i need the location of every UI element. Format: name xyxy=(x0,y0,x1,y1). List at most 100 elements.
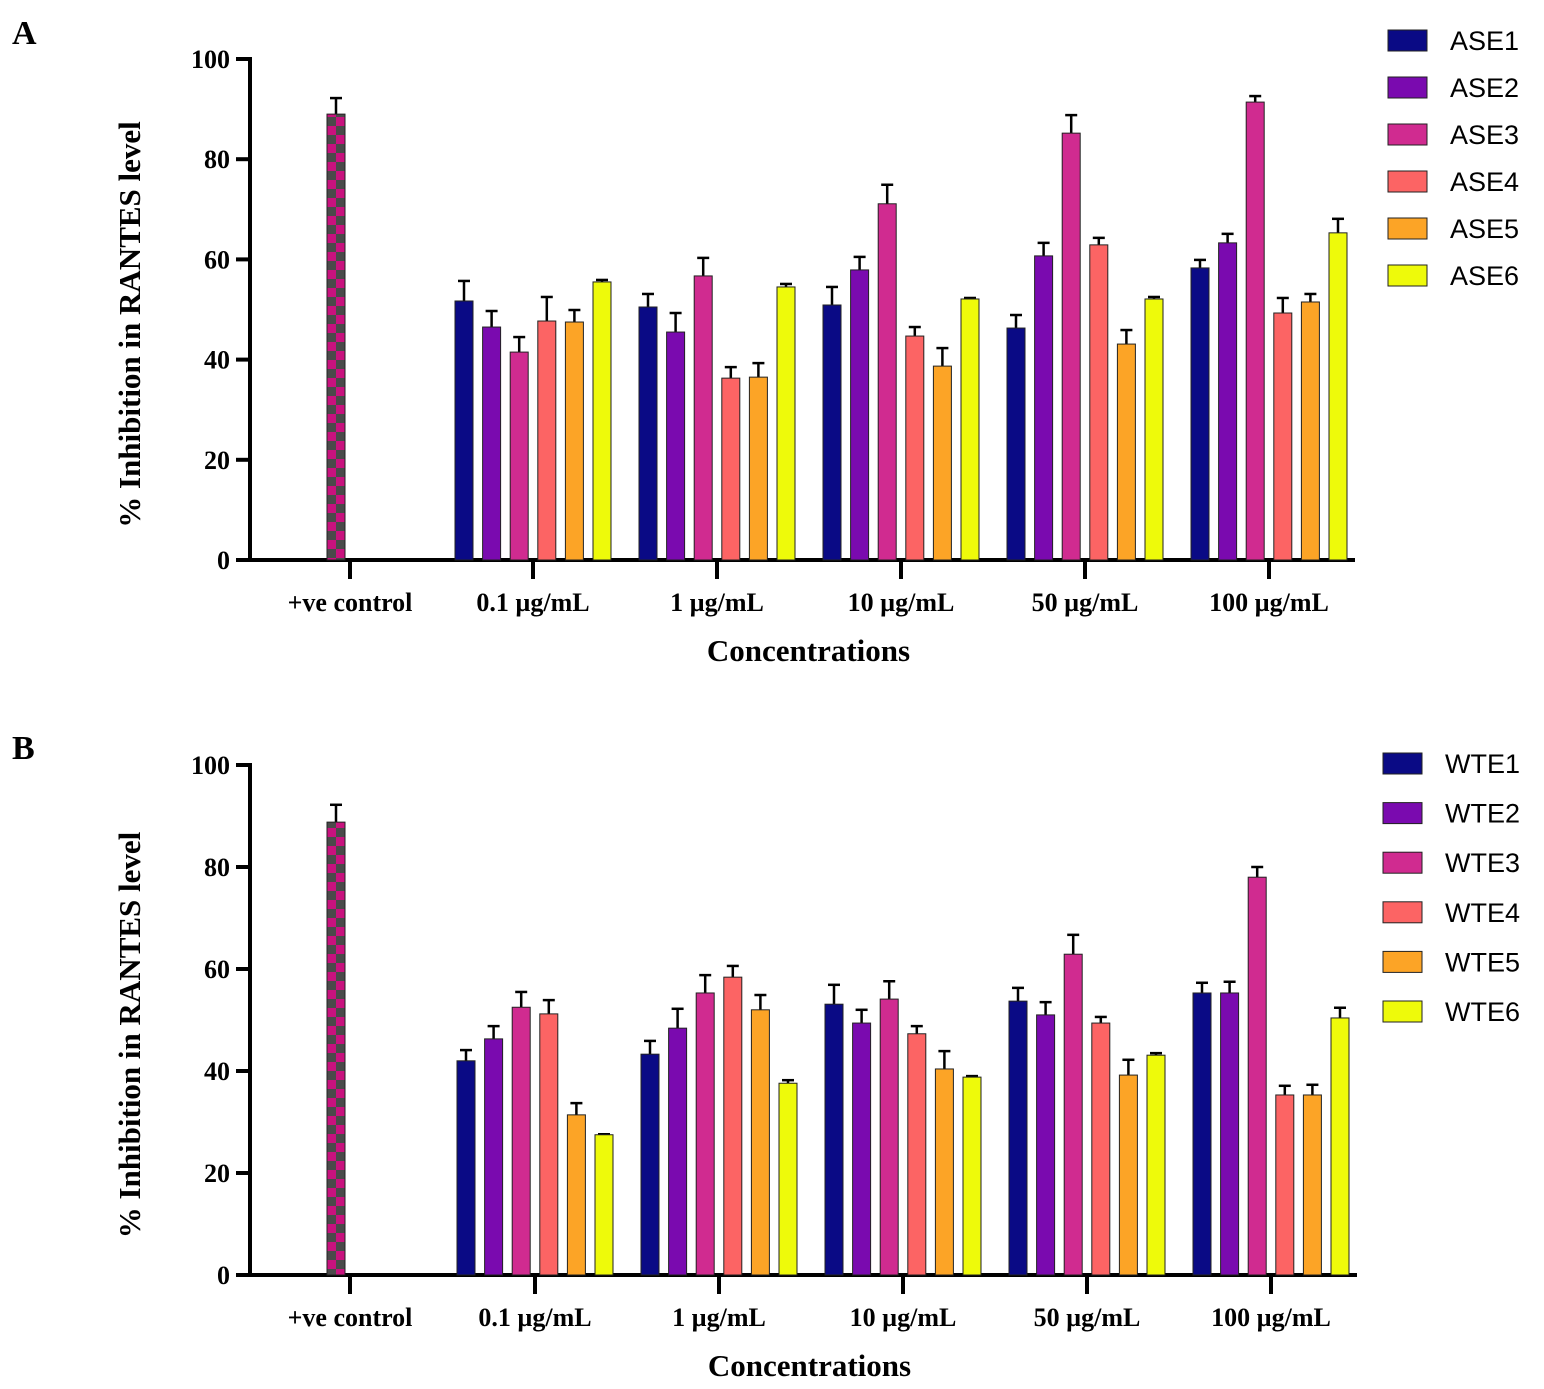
legend-swatch-ase5 xyxy=(1387,217,1428,240)
bar-ase2 xyxy=(482,326,502,561)
bar-wte1 xyxy=(824,1003,844,1276)
x-tick-label: 1 µg/mL xyxy=(670,588,764,617)
bar-ase4 xyxy=(1089,244,1109,561)
bar-ase4 xyxy=(721,377,741,561)
legend-swatch-ase3 xyxy=(1387,123,1428,146)
bar-ase5 xyxy=(932,365,952,561)
legend-label-ase5: ASE5 xyxy=(1450,214,1519,244)
control-bar xyxy=(326,113,346,561)
bar-wte2 xyxy=(668,1027,688,1276)
x-axis-title: Concentrations xyxy=(707,633,910,668)
panel-a: A 0 20 40 60 80 100 % Inhibition in RANTES leve… xyxy=(12,15,1519,668)
bar-wte6 xyxy=(1330,1017,1350,1276)
panel-label: B xyxy=(12,730,35,767)
y-tick-label: 60 xyxy=(204,245,230,274)
x-tick-label: 100 µg/mL xyxy=(1209,588,1329,617)
legend-label-ase3: ASE3 xyxy=(1450,120,1519,150)
bar-ase1 xyxy=(1006,327,1026,561)
y-tick-label: 20 xyxy=(204,1159,230,1188)
legend-swatch-wte3 xyxy=(1382,851,1423,874)
bar-wte1 xyxy=(456,1060,476,1276)
y-tick-label: 0 xyxy=(217,1261,230,1290)
y-tick-label: 100 xyxy=(191,751,230,780)
bar-ase4 xyxy=(1273,312,1293,561)
bar-ase2 xyxy=(850,269,870,561)
y-axis-title: % Inhibition in RANTES level xyxy=(112,831,147,1238)
legend-swatch-wte6 xyxy=(1382,1000,1423,1023)
bar-ase3 xyxy=(693,275,713,561)
y-tick-label: 40 xyxy=(204,346,230,375)
legend-label-wte6: WTE6 xyxy=(1445,997,1520,1027)
bar-ase1 xyxy=(822,304,842,561)
bar-wte2 xyxy=(852,1022,872,1276)
bar-wte6 xyxy=(962,1076,982,1276)
bar-ase3 xyxy=(1245,101,1265,561)
x-tick-label: 100 µg/mL xyxy=(1211,1303,1331,1332)
x-tick-label: 0.1 µg/mL xyxy=(476,588,589,617)
legend-swatch-ase6 xyxy=(1387,264,1428,287)
bar-ase5 xyxy=(748,376,768,561)
bar-ase6 xyxy=(1328,232,1348,561)
x-axis-title: Concentrations xyxy=(708,1348,911,1383)
y-tick-label: 80 xyxy=(204,853,230,882)
y-tick-label: 80 xyxy=(204,145,230,174)
bar-wte3 xyxy=(695,992,715,1276)
legend-label-wte4: WTE4 xyxy=(1445,898,1520,928)
legend-swatch-wte5 xyxy=(1382,950,1423,973)
bar-wte3 xyxy=(511,1006,531,1276)
bar-ase6 xyxy=(960,298,980,561)
bar-wte1 xyxy=(640,1053,660,1276)
legend-label-wte1: WTE1 xyxy=(1445,749,1520,779)
legend-label-wte5: WTE5 xyxy=(1445,947,1520,977)
bar-ase1 xyxy=(638,306,658,561)
bar-wte5 xyxy=(1118,1074,1138,1276)
y-tick-label: 20 xyxy=(204,446,230,475)
legend-swatch-wte4 xyxy=(1382,901,1423,924)
bar-ase5 xyxy=(564,321,584,561)
legend-swatch-ase2 xyxy=(1387,76,1428,99)
bar-ase4 xyxy=(537,320,557,561)
bar-wte5 xyxy=(750,1009,770,1276)
panel-label: A xyxy=(12,15,37,52)
bar-wte2 xyxy=(1220,992,1240,1276)
x-tick-label: 50 µg/mL xyxy=(1032,588,1139,617)
bar-ase3 xyxy=(877,203,897,561)
legend-label-wte2: WTE2 xyxy=(1445,799,1520,829)
y-tick-label: 100 xyxy=(191,45,230,74)
bar-ase5 xyxy=(1116,343,1136,561)
bar-wte6 xyxy=(1146,1054,1166,1276)
bar-ase2 xyxy=(1034,255,1054,561)
x-tick-label: 50 µg/mL xyxy=(1034,1303,1141,1332)
bar-wte3 xyxy=(879,998,899,1276)
panel-b: B 0 20 40 60 80 100 % Inhibition in RANTES leve… xyxy=(12,730,1520,1383)
legend-label-ase6: ASE6 xyxy=(1450,261,1519,291)
y-tick-label: 40 xyxy=(204,1057,230,1086)
bar-wte3 xyxy=(1247,876,1267,1276)
x-tick-label: +ve control xyxy=(288,1303,413,1332)
bar-wte3 xyxy=(1063,953,1083,1276)
bar-ase2 xyxy=(666,331,686,561)
bar-ase5 xyxy=(1300,301,1320,561)
bar-wte5 xyxy=(566,1114,586,1276)
legend-swatch-ase4 xyxy=(1387,170,1428,193)
bar-ase2 xyxy=(1218,242,1238,561)
x-tick-label: 1 µg/mL xyxy=(672,1303,766,1332)
legend-label-wte3: WTE3 xyxy=(1445,848,1520,878)
bar-wte1 xyxy=(1008,1000,1028,1276)
bar-ase3 xyxy=(1061,132,1081,561)
x-tick-label: 10 µg/mL xyxy=(848,588,955,617)
bar-wte4 xyxy=(907,1033,927,1276)
legend-swatch-ase1 xyxy=(1387,29,1428,52)
bar-ase6 xyxy=(776,286,796,561)
bar-wte4 xyxy=(1275,1094,1295,1276)
bar-wte4 xyxy=(539,1013,559,1276)
bar-wte5 xyxy=(934,1068,954,1276)
y-tick-label: 0 xyxy=(217,546,230,575)
control-bar xyxy=(326,821,346,1276)
y-axis-title: % Inhibition in RANTES level xyxy=(112,121,147,528)
bar-ase6 xyxy=(1144,298,1164,561)
bar-wte2 xyxy=(484,1038,504,1276)
y-tick-label: 60 xyxy=(204,955,230,984)
bar-ase1 xyxy=(454,300,474,561)
